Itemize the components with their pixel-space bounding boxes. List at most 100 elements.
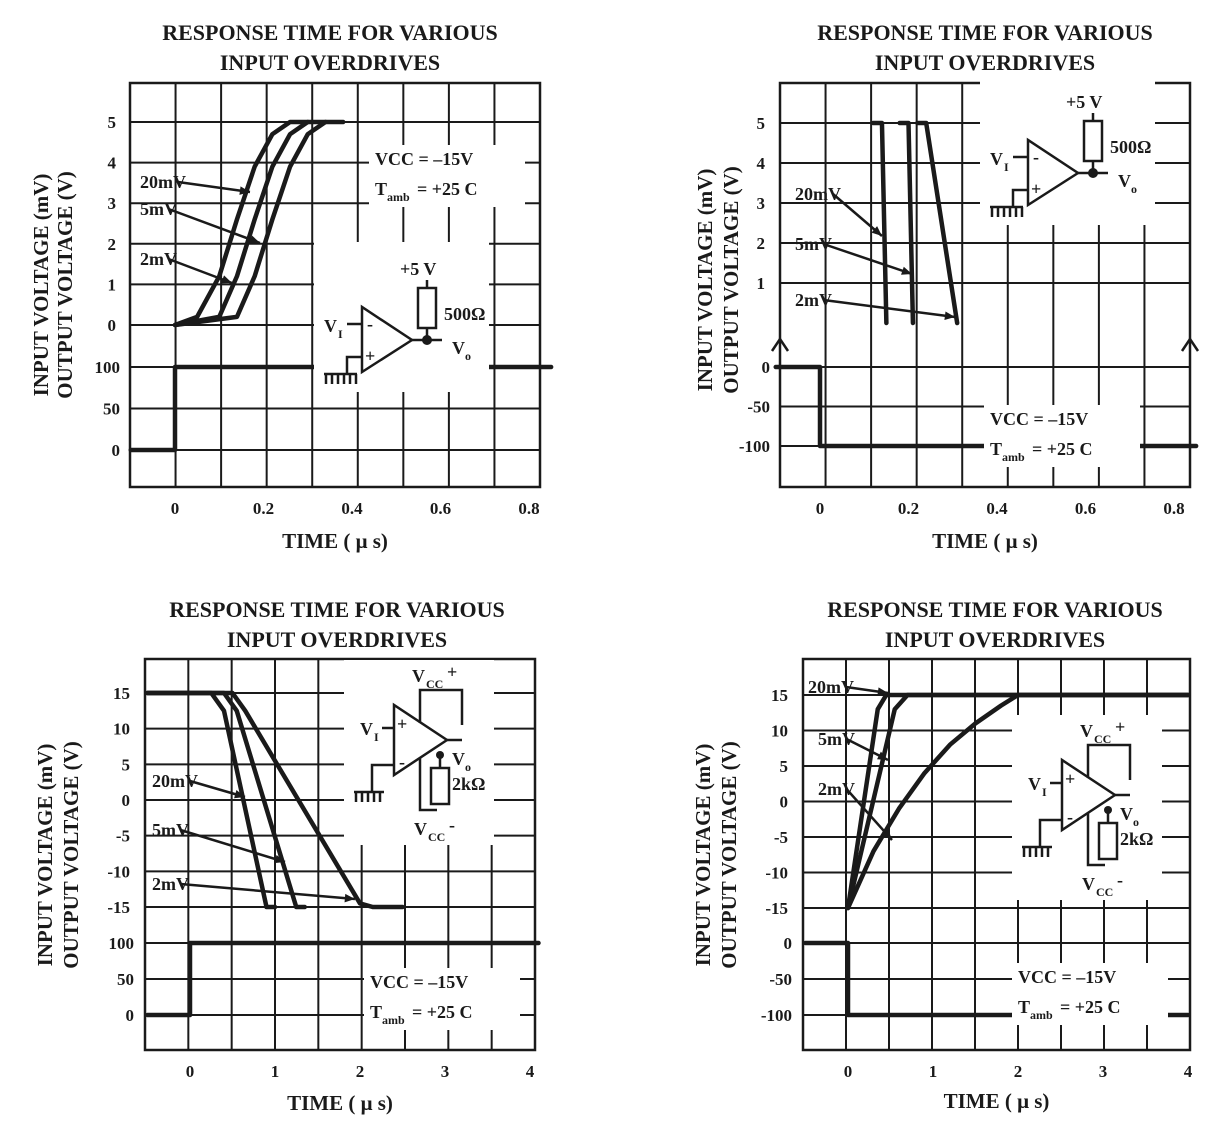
negative-supply-wire <box>1086 813 1105 867</box>
noninverting-input-sign: + <box>1031 179 1041 199</box>
arrowhead <box>249 235 260 244</box>
conditions-amb: amb <box>387 190 410 204</box>
arrowhead <box>344 893 355 903</box>
conditions-tamb: = +25 C <box>1032 439 1093 459</box>
arrowhead <box>877 751 888 760</box>
input-step-line <box>145 940 541 1018</box>
y-axis-label: OUTPUT VOLTAGE (V) <box>59 741 83 969</box>
y-axis-label: OUTPUT VOLTAGE (V) <box>53 171 77 399</box>
series-label: 2mV <box>818 779 855 799</box>
y-tick-label: -5 <box>774 828 788 847</box>
positive-supply-wire <box>418 688 464 725</box>
series-label: 5mV <box>795 234 832 254</box>
y-tick-label: -100 <box>739 437 770 456</box>
y-tick-label: 4 <box>757 154 766 173</box>
x-axis-label: TIME ( μ s) <box>944 1089 1050 1113</box>
ground-wire <box>324 355 362 376</box>
conditions-t: T <box>375 179 387 199</box>
series-label: 5mV <box>818 729 855 749</box>
input-label-sub: I <box>1042 785 1047 799</box>
y-tick-label: -10 <box>107 862 130 881</box>
arrowhead <box>274 854 285 864</box>
supply-label: +5 V <box>400 259 436 279</box>
conditions-vcc: VCC = –15V <box>370 972 468 992</box>
conditions-amb: amb <box>1002 450 1025 464</box>
resistor-symbol <box>429 766 451 806</box>
series-label: 2mV <box>795 290 832 310</box>
conditions-tamb: = +25 C <box>412 1002 473 1022</box>
noninverting-input-sign: + <box>365 346 375 366</box>
output-label: V <box>1120 804 1133 824</box>
chart-title: RESPONSE TIME FOR VARIOUS <box>817 20 1153 45</box>
negative-supply-sub: CC <box>428 830 445 844</box>
opamp-symbol <box>1026 137 1081 208</box>
chart-panel-3: RESPONSE TIME FOR VARIOUS INPUT OVERDRIVE… <box>33 597 541 1115</box>
chart-title: INPUT OVERDRIVES <box>220 50 440 75</box>
arrowhead <box>871 226 882 236</box>
chart-title: RESPONSE TIME FOR VARIOUS <box>162 20 498 45</box>
conditions-background <box>1012 963 1168 1025</box>
positive-supply-label: V <box>412 666 425 686</box>
y-tick-label: -15 <box>765 899 788 918</box>
conditions-t: T <box>990 439 1002 459</box>
series-label-arrow <box>177 180 251 194</box>
chart-title: INPUT OVERDRIVES <box>227 627 447 652</box>
y-tick-label: 2 <box>108 235 117 254</box>
series-label-arrow <box>168 207 261 245</box>
series-label-arrow <box>823 298 956 319</box>
series-label-arrow <box>180 882 356 901</box>
series-line-2mV <box>172 119 346 328</box>
y-tick-label: -50 <box>747 398 770 417</box>
y-tick-label: 50 <box>103 400 120 419</box>
y-tick-label: 5 <box>757 114 766 133</box>
x-tick-label: 0.2 <box>898 499 919 518</box>
conditions-tamb: = +25 C <box>1060 997 1121 1017</box>
resistor-label: 2kΩ <box>1120 829 1153 849</box>
conditions-t: T <box>1018 997 1030 1017</box>
conditions-t: T <box>370 1002 382 1022</box>
y-tick-label: 10 <box>113 720 130 739</box>
x-tick-label: 0 <box>186 1062 195 1081</box>
conditions-amb: amb <box>1030 1008 1053 1022</box>
y-tick-label: 3 <box>757 194 766 213</box>
y-axis-label: OUTPUT VOLTAGE (V) <box>719 166 743 394</box>
conditions-tamb: = +25 C <box>417 179 478 199</box>
series-label: 20mV <box>808 677 854 697</box>
conditions-box: VCC = –15V T amb = +25 C <box>1012 963 1168 1025</box>
positive-supply-sub: CC <box>426 677 443 691</box>
x-tick-label: 0.8 <box>1163 499 1184 518</box>
inverting-input-sign: - <box>399 752 405 772</box>
chart-panel-2: RESPONSE TIME FOR VARIOUS INPUT OVERDRIVE… <box>693 20 1200 553</box>
y-tick-label: 0 <box>122 791 131 810</box>
series-line-2mV <box>915 120 960 326</box>
output-label: V <box>1118 171 1131 191</box>
inverting-input-sign: - <box>1067 807 1073 827</box>
y-tick-label: 15 <box>113 684 130 703</box>
x-tick-label: 0.6 <box>1075 499 1096 518</box>
conditions-box: VCC = –15V T amb = +25 C <box>984 405 1140 467</box>
series-label-arrow <box>823 242 913 276</box>
output-label: V <box>452 338 465 358</box>
input-label: V <box>360 719 373 739</box>
y-tick-label: 3 <box>108 194 117 213</box>
y-tick-label: 4 <box>108 154 117 173</box>
series-label: 2mV <box>140 249 177 269</box>
plot-frame <box>128 81 542 489</box>
y-axis-label: INPUT VOLTAGE (mV) <box>691 744 715 967</box>
series-label: 20mV <box>795 184 841 204</box>
x-tick-label: 1 <box>271 1062 280 1081</box>
y-tick-label: 10 <box>771 722 788 741</box>
y-tick-label: -15 <box>107 898 130 917</box>
conditions-amb: amb <box>382 1013 405 1027</box>
circuit-background <box>980 75 1155 225</box>
positive-supply-sub: CC <box>1094 732 1111 746</box>
series-line-5mV <box>172 119 328 328</box>
conditions-vcc: VCC = –15V <box>1018 967 1116 987</box>
positive-supply-sign: + <box>447 662 457 682</box>
noninverting-input-sign: + <box>397 714 407 734</box>
y-tick-label: -50 <box>769 970 792 989</box>
inverting-input-sign: - <box>367 314 373 334</box>
y-tick-label: 0 <box>126 1006 135 1025</box>
positive-supply-sign: + <box>1115 717 1125 737</box>
